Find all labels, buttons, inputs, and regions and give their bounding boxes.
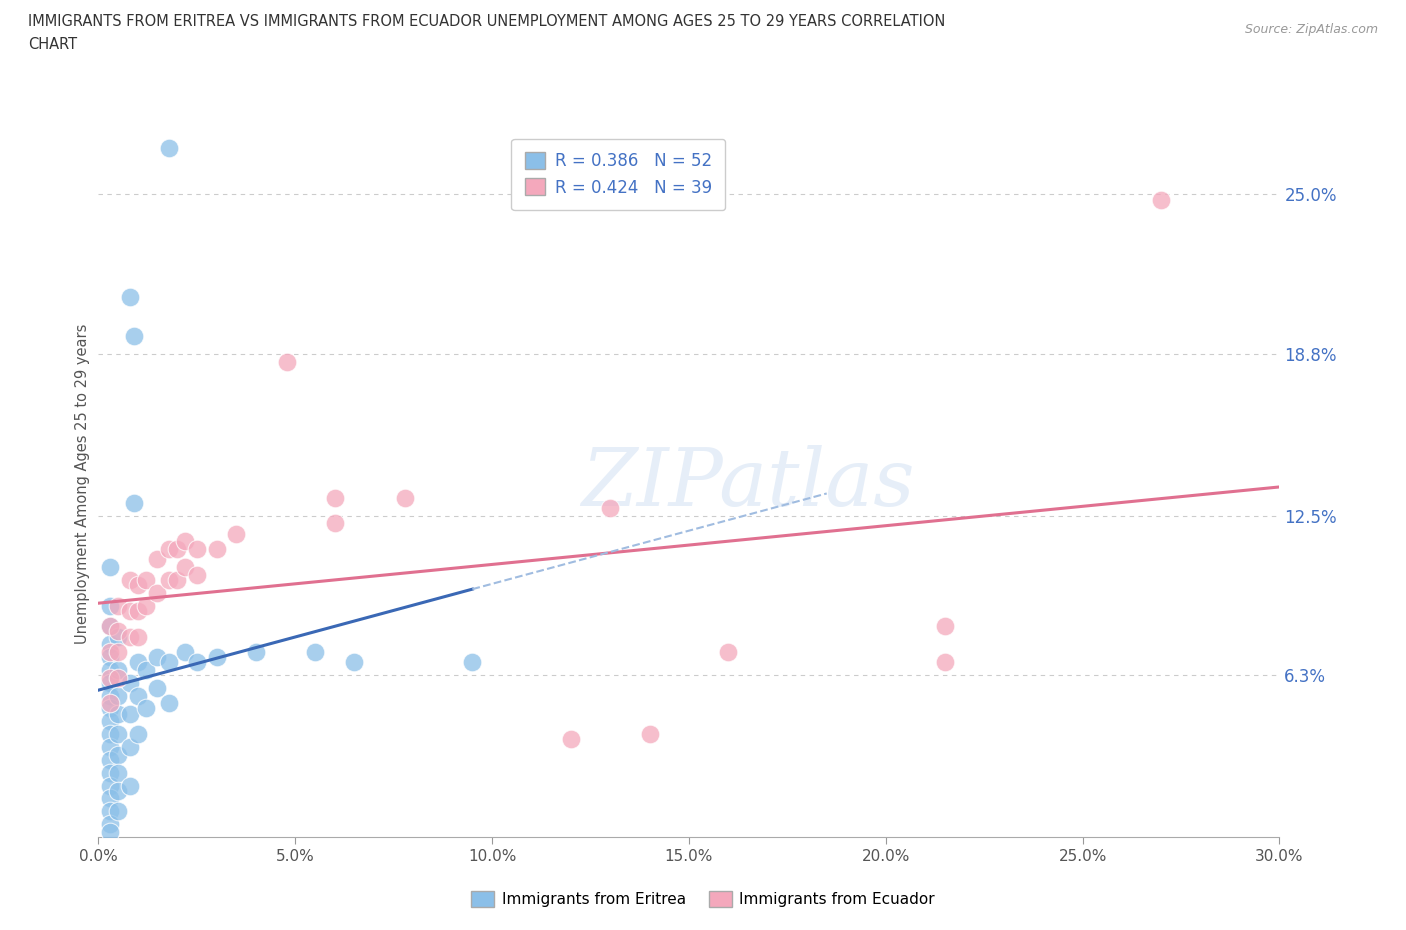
Point: [135, 662, 157, 677]
Point: [98, 696, 121, 711]
Point: [599, 500, 621, 515]
Point: [157, 696, 180, 711]
Point: [98, 662, 121, 677]
Point: [98, 618, 121, 633]
Point: [107, 804, 129, 818]
Point: [107, 662, 129, 677]
Point: [107, 644, 129, 659]
Point: [127, 578, 149, 592]
Point: [107, 765, 129, 780]
Point: [166, 541, 188, 556]
Point: [118, 778, 141, 793]
Point: [135, 701, 157, 716]
Point: [98, 560, 121, 575]
Point: [186, 541, 208, 556]
Point: [205, 650, 228, 665]
Point: [107, 706, 129, 721]
Text: ZIPatlas: ZIPatlas: [581, 445, 915, 523]
Point: [98, 726, 121, 741]
Point: [394, 490, 416, 505]
Point: [107, 748, 129, 763]
Point: [146, 585, 169, 600]
Point: [127, 726, 149, 741]
Point: [127, 688, 149, 703]
Text: CHART: CHART: [28, 37, 77, 52]
Point: [107, 783, 129, 798]
Point: [304, 644, 326, 659]
Point: [107, 598, 129, 613]
Point: [98, 791, 121, 806]
Point: [276, 354, 298, 369]
Point: [146, 681, 169, 696]
Point: [98, 688, 121, 703]
Point: [1150, 193, 1173, 207]
Point: [323, 516, 346, 531]
Point: [98, 824, 121, 839]
Point: [98, 701, 121, 716]
Point: [174, 534, 197, 549]
Point: [157, 541, 180, 556]
Point: [98, 765, 121, 780]
Point: [107, 629, 129, 644]
Point: [174, 644, 197, 659]
Point: [98, 675, 121, 690]
Point: [98, 671, 121, 685]
Point: [118, 739, 141, 754]
Y-axis label: Unemployment Among Ages 25 to 29 years: Unemployment Among Ages 25 to 29 years: [75, 324, 90, 644]
Text: Source: ZipAtlas.com: Source: ZipAtlas.com: [1244, 23, 1378, 36]
Point: [98, 804, 121, 818]
Legend: Immigrants from Eritrea, Immigrants from Ecuador: Immigrants from Eritrea, Immigrants from…: [465, 884, 941, 913]
Point: [638, 726, 661, 741]
Point: [157, 140, 180, 155]
Legend: R = 0.386   N = 52, R = 0.424   N = 39: R = 0.386 N = 52, R = 0.424 N = 39: [512, 139, 725, 210]
Point: [118, 706, 141, 721]
Point: [174, 560, 197, 575]
Point: [343, 655, 366, 670]
Point: [98, 778, 121, 793]
Point: [118, 573, 141, 588]
Point: [461, 655, 484, 670]
Text: IMMIGRANTS FROM ERITREA VS IMMIGRANTS FROM ECUADOR UNEMPLOYMENT AMONG AGES 25 TO: IMMIGRANTS FROM ERITREA VS IMMIGRANTS FR…: [28, 14, 945, 29]
Point: [107, 726, 129, 741]
Point: [98, 739, 121, 754]
Point: [205, 541, 228, 556]
Point: [127, 629, 149, 644]
Point: [98, 637, 121, 652]
Point: [118, 629, 141, 644]
Point: [245, 644, 267, 659]
Point: [186, 567, 208, 582]
Point: [118, 290, 141, 305]
Point: [157, 655, 180, 670]
Point: [323, 490, 346, 505]
Point: [122, 328, 145, 343]
Point: [118, 675, 141, 690]
Point: [146, 650, 169, 665]
Point: [186, 655, 208, 670]
Point: [118, 604, 141, 618]
Point: [122, 496, 145, 511]
Point: [934, 618, 956, 633]
Point: [98, 714, 121, 729]
Point: [98, 752, 121, 767]
Point: [98, 644, 121, 659]
Point: [934, 655, 956, 670]
Point: [157, 573, 180, 588]
Point: [98, 618, 121, 633]
Point: [98, 817, 121, 831]
Point: [146, 552, 169, 567]
Point: [225, 526, 247, 541]
Point: [560, 732, 582, 747]
Point: [135, 573, 157, 588]
Point: [107, 671, 129, 685]
Point: [135, 598, 157, 613]
Point: [98, 650, 121, 665]
Point: [98, 598, 121, 613]
Point: [127, 655, 149, 670]
Point: [107, 624, 129, 639]
Point: [166, 573, 188, 588]
Point: [107, 688, 129, 703]
Point: [127, 604, 149, 618]
Point: [717, 644, 740, 659]
